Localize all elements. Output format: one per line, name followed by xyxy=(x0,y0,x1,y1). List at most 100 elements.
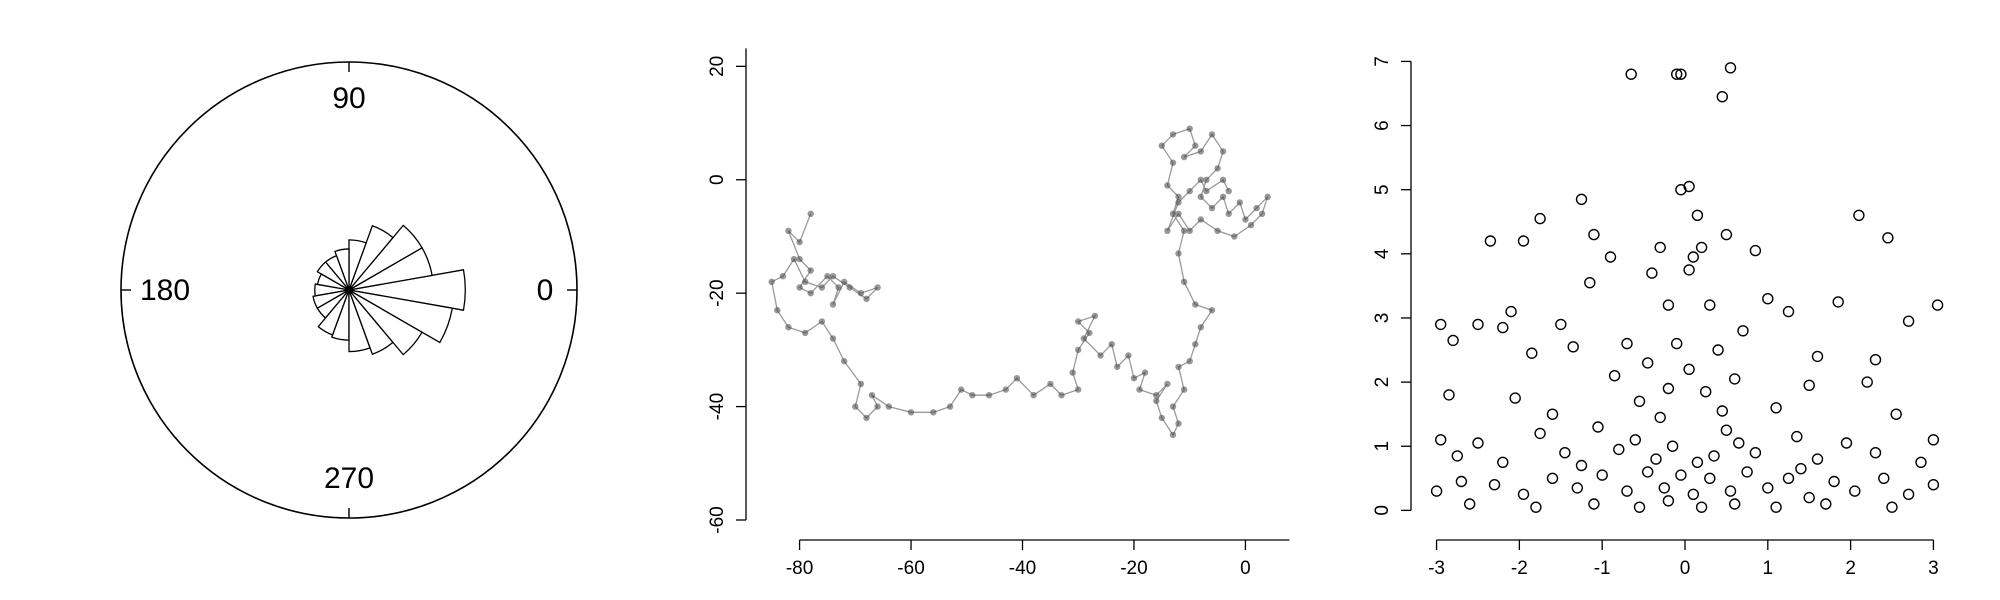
path-point xyxy=(863,295,870,302)
scatter-point xyxy=(1588,228,1600,241)
scatter-x-tick-label: 3 xyxy=(1928,558,1939,579)
scatter-point xyxy=(1886,501,1898,513)
path-point xyxy=(1153,397,1160,405)
scatter-point xyxy=(1882,232,1894,244)
scatter-point xyxy=(1662,299,1675,311)
path-point xyxy=(1180,278,1188,285)
scatter-point xyxy=(1584,277,1596,289)
path-point xyxy=(874,284,881,291)
rose-petal-340 xyxy=(348,289,454,344)
scatter-point xyxy=(1621,485,1633,497)
scatter-y-tick-label: 3 xyxy=(1372,313,1393,324)
scatter-point xyxy=(1890,408,1902,420)
path-point xyxy=(1225,187,1232,195)
path-points xyxy=(768,125,1271,439)
scatter-point xyxy=(1762,293,1774,305)
path-point xyxy=(846,284,853,291)
scatter-point xyxy=(1447,334,1459,347)
scatter-points xyxy=(1430,62,1944,513)
scatter-x-tick-label: -3 xyxy=(1428,558,1445,579)
scatter-point xyxy=(1683,264,1695,276)
path-point xyxy=(1169,431,1177,439)
path-point xyxy=(1264,193,1271,200)
path-point xyxy=(1186,187,1193,195)
rose-label-180: 180 xyxy=(140,274,190,307)
path-y-tick-label: 20 xyxy=(707,56,728,77)
scatter-point xyxy=(1687,488,1700,500)
path-point xyxy=(857,290,865,297)
scatter-point xyxy=(1488,479,1501,491)
path-point xyxy=(802,329,809,337)
scatter-point xyxy=(1878,472,1890,484)
scatter-point xyxy=(1675,469,1687,481)
scatter-point xyxy=(1567,341,1579,353)
scatter-point xyxy=(1613,443,1625,456)
path-point xyxy=(1175,210,1182,217)
path-point xyxy=(1225,210,1232,217)
path-point xyxy=(1097,352,1104,359)
scatter-point xyxy=(1675,183,1687,196)
rose-petal-60 xyxy=(348,224,394,291)
path-point xyxy=(1180,153,1188,161)
scatter-point xyxy=(1555,318,1567,331)
path-point xyxy=(1208,131,1216,138)
scatter-point xyxy=(1828,475,1840,488)
path-point xyxy=(824,273,831,280)
path-point xyxy=(1203,187,1210,195)
scatter-point xyxy=(1762,482,1774,494)
path-point xyxy=(1153,392,1160,399)
path-point xyxy=(969,392,976,399)
path-point xyxy=(818,318,826,325)
path-point xyxy=(1108,341,1115,348)
scatter-point xyxy=(1749,244,1762,257)
scatter-point xyxy=(1716,405,1729,417)
path-point xyxy=(1203,176,1210,183)
rose-label-90: 90 xyxy=(332,82,365,115)
path-point xyxy=(768,278,775,285)
scatter-point xyxy=(1811,453,1824,465)
path-point xyxy=(1047,380,1054,388)
scatter-x-tick-label: -1 xyxy=(1594,558,1611,579)
rose-diagram: 90 180 0 270 xyxy=(120,61,578,519)
scatter-point xyxy=(1641,357,1654,369)
path-point xyxy=(1214,165,1221,172)
scatter-point xyxy=(1704,299,1716,311)
path-point xyxy=(1247,221,1255,229)
path-point xyxy=(1164,227,1171,234)
scatter-point xyxy=(1931,299,1944,311)
scatter-point xyxy=(1695,501,1708,513)
path-point xyxy=(1258,210,1266,217)
path-point xyxy=(852,403,859,410)
scatter-axes: -3 -2 -1 0 1 2 3 0 1 2 3 4 5 6 7 xyxy=(1372,56,1939,579)
scatter-point xyxy=(1733,437,1745,449)
path-point xyxy=(1180,227,1188,234)
scatter-point xyxy=(1559,447,1571,459)
path-point xyxy=(1219,148,1227,155)
scatter-point xyxy=(1915,456,1927,468)
scatter-point xyxy=(1629,434,1642,446)
scatter-point xyxy=(1654,411,1666,424)
path-point xyxy=(1086,329,1093,337)
path-point xyxy=(1186,227,1193,234)
path-point xyxy=(807,267,814,274)
scatter-point xyxy=(1575,459,1588,472)
path-axes: -80 -60 -40 -20 0 20 0 -20 -40 -60 xyxy=(707,48,1290,579)
scatter-point xyxy=(1472,437,1484,449)
path-point xyxy=(835,284,842,291)
scatter-plot: -3 -2 -1 0 1 2 3 0 1 2 3 4 5 6 7 xyxy=(1372,56,1944,579)
path-point xyxy=(1208,204,1216,212)
scatter-point xyxy=(1927,434,1940,446)
path-point xyxy=(807,210,814,217)
path-x-tick-label: 0 xyxy=(1240,558,1251,579)
scatter-y-tick-label: 7 xyxy=(1372,56,1393,67)
scatter-point xyxy=(1695,241,1708,254)
path-point xyxy=(1175,363,1182,371)
path-point xyxy=(868,392,876,399)
scatter-point xyxy=(1861,376,1873,388)
path-point xyxy=(841,278,848,285)
scatter-point xyxy=(1654,241,1666,254)
path-point xyxy=(807,290,814,297)
path-point xyxy=(1253,204,1260,212)
scatter-point xyxy=(1803,379,1815,391)
